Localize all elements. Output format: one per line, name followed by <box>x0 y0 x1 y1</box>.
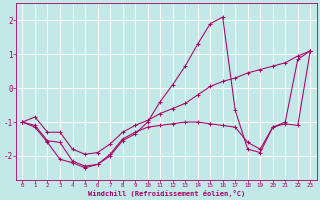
X-axis label: Windchill (Refroidissement éolien,°C): Windchill (Refroidissement éolien,°C) <box>88 190 245 197</box>
